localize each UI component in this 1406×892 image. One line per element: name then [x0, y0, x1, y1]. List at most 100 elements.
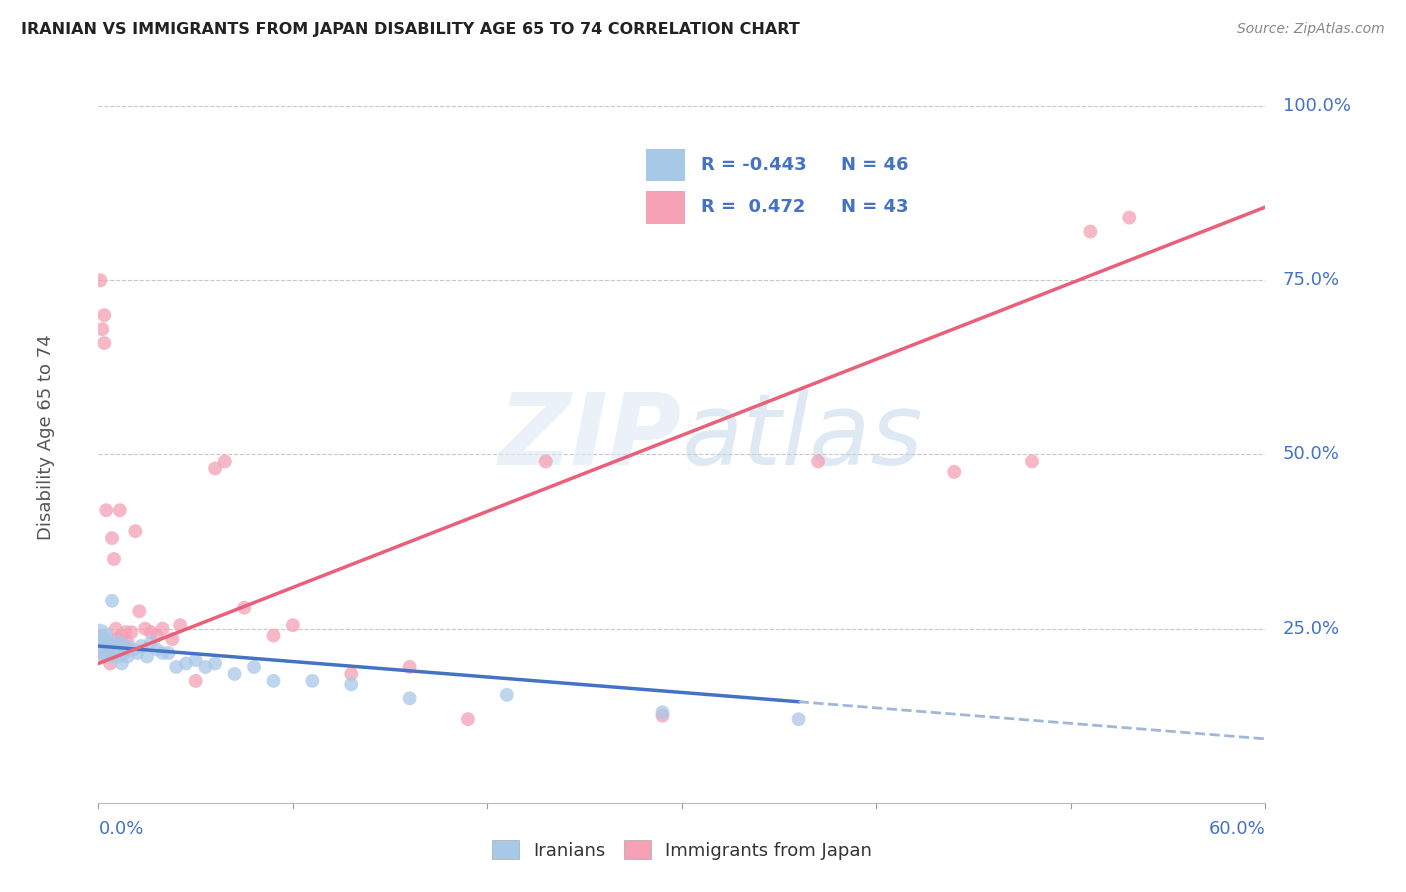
Point	[121, 625, 143, 640]
Point	[104, 642, 127, 657]
Point	[651, 705, 673, 719]
Point	[340, 677, 363, 691]
Point	[136, 649, 159, 664]
Point	[93, 336, 115, 351]
Point	[301, 673, 323, 688]
FancyBboxPatch shape	[645, 149, 685, 181]
Point	[340, 667, 363, 681]
Point	[398, 691, 420, 706]
Point	[139, 625, 162, 640]
Point	[262, 673, 284, 688]
Point	[224, 667, 246, 681]
Point	[97, 642, 120, 657]
Point	[122, 642, 145, 657]
Point	[129, 639, 152, 653]
Point	[281, 618, 304, 632]
Point	[91, 635, 114, 649]
Point	[103, 552, 125, 566]
Point	[152, 646, 174, 660]
Point	[98, 639, 121, 653]
Point	[108, 635, 131, 649]
Text: 0.0%: 0.0%	[98, 821, 143, 838]
Point	[97, 642, 120, 657]
Text: Disability Age 65 to 74: Disability Age 65 to 74	[37, 334, 55, 540]
Point	[534, 454, 557, 468]
Text: 50.0%: 50.0%	[1282, 445, 1340, 464]
Text: IRANIAN VS IMMIGRANTS FROM JAPAN DISABILITY AGE 65 TO 74 CORRELATION CHART: IRANIAN VS IMMIGRANTS FROM JAPAN DISABIL…	[21, 22, 800, 37]
Point	[89, 273, 111, 287]
Text: R = -0.443: R = -0.443	[700, 155, 806, 174]
Point	[1080, 225, 1102, 239]
Point	[262, 629, 284, 643]
Text: 75.0%: 75.0%	[1282, 271, 1340, 289]
Point	[146, 629, 169, 643]
Point	[87, 639, 110, 653]
Point	[107, 639, 129, 653]
Point	[165, 660, 187, 674]
Point	[943, 465, 966, 479]
Text: ZIP: ZIP	[499, 389, 682, 485]
Point	[496, 688, 519, 702]
Text: Source: ZipAtlas.com: Source: ZipAtlas.com	[1237, 22, 1385, 37]
Point	[117, 635, 139, 649]
Point	[101, 531, 124, 545]
Text: N = 43: N = 43	[841, 198, 908, 217]
Point	[243, 660, 266, 674]
Point	[112, 639, 135, 653]
Point	[87, 632, 110, 646]
Point	[112, 646, 135, 660]
Point	[101, 594, 124, 608]
Point	[111, 629, 134, 643]
FancyBboxPatch shape	[645, 192, 685, 224]
Legend: Iranians, Immigrants from Japan: Iranians, Immigrants from Japan	[485, 833, 879, 867]
Point	[1118, 211, 1140, 225]
Point	[233, 600, 256, 615]
Point	[103, 646, 125, 660]
Point	[114, 625, 136, 640]
Text: atlas: atlas	[682, 389, 924, 485]
Point	[134, 622, 156, 636]
Point	[111, 657, 134, 671]
Point	[117, 649, 139, 664]
Point	[93, 308, 115, 322]
Point	[98, 649, 121, 664]
Point	[96, 503, 118, 517]
Point	[787, 712, 810, 726]
Point	[93, 639, 115, 653]
Point	[91, 322, 114, 336]
Text: 25.0%: 25.0%	[1282, 620, 1340, 638]
Point	[204, 657, 226, 671]
Text: N = 46: N = 46	[841, 155, 908, 174]
Text: 100.0%: 100.0%	[1282, 97, 1351, 115]
Point	[108, 503, 131, 517]
Point	[139, 635, 162, 649]
Point	[157, 646, 180, 660]
Point	[146, 642, 169, 657]
Point	[104, 622, 127, 636]
Point	[127, 646, 149, 660]
Point	[89, 635, 111, 649]
Point	[91, 646, 114, 660]
Point	[807, 454, 830, 468]
Point	[107, 649, 129, 664]
Point	[91, 629, 114, 643]
Point	[214, 454, 236, 468]
Point	[457, 712, 479, 726]
Point	[204, 461, 226, 475]
Point	[128, 604, 150, 618]
Point	[97, 639, 120, 653]
Point	[184, 653, 207, 667]
Point	[98, 657, 121, 671]
Point	[124, 524, 146, 538]
Text: R =  0.472: R = 0.472	[700, 198, 804, 217]
Point	[118, 642, 141, 657]
Point	[152, 622, 174, 636]
Point	[398, 660, 420, 674]
Point	[89, 642, 111, 657]
Text: 60.0%: 60.0%	[1209, 821, 1265, 838]
Point	[93, 635, 115, 649]
Point	[162, 632, 184, 646]
Point	[96, 646, 118, 660]
Point	[194, 660, 217, 674]
Point	[96, 632, 118, 646]
